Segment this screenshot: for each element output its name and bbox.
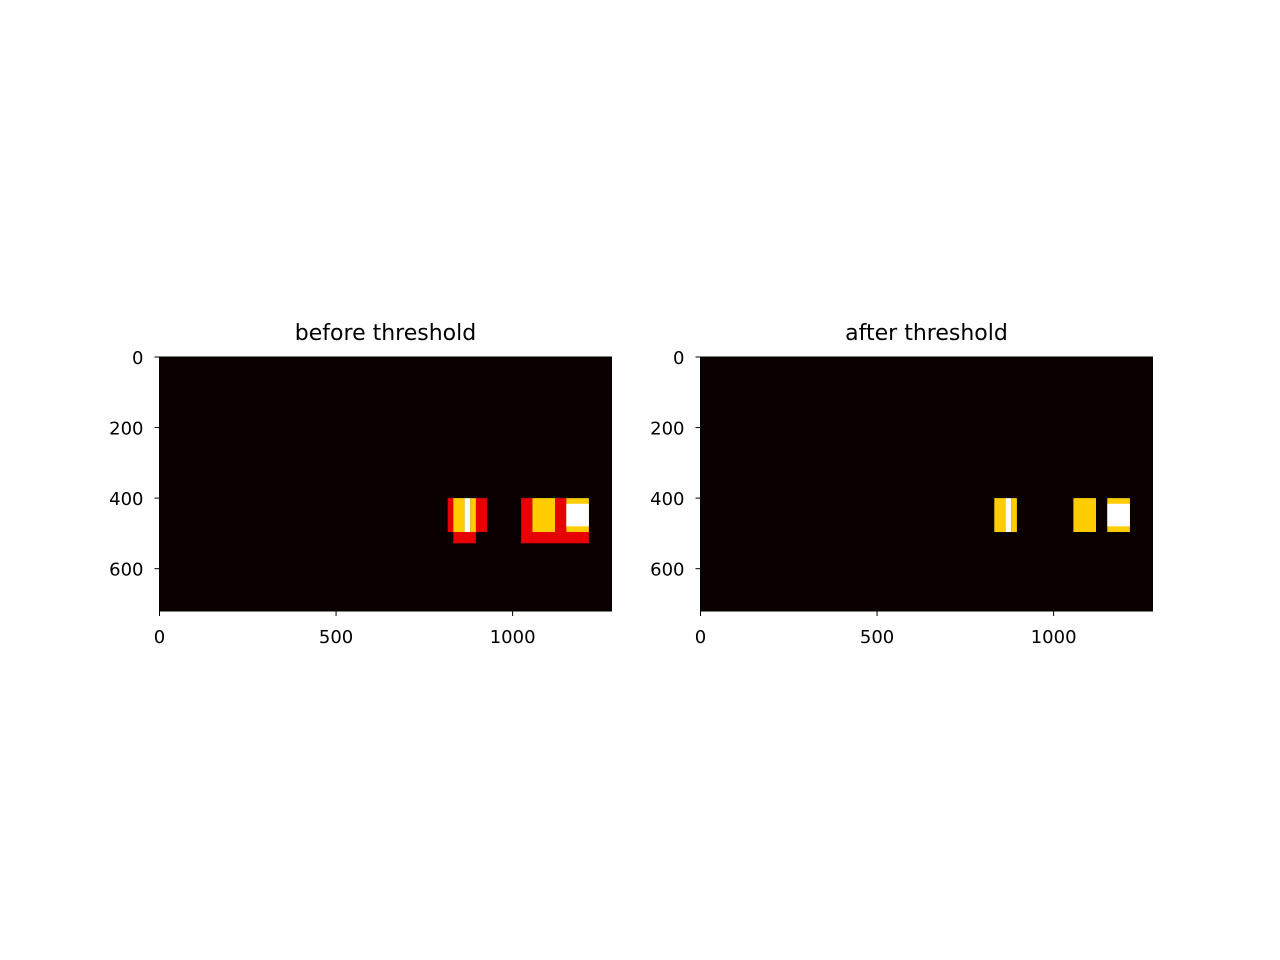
panel-before-threshold: 0 500 1000 0 200 400 600 before threshold bbox=[109, 321, 612, 648]
chart-title: after threshold bbox=[845, 321, 1008, 346]
heat-cell-mid bbox=[1073, 498, 1096, 532]
heat-cell-mid bbox=[470, 498, 476, 532]
y-tick-label: 200 bbox=[650, 419, 684, 440]
heat-cell-low bbox=[555, 498, 567, 532]
heat-cell-high bbox=[1005, 498, 1012, 532]
y-tick-label: 0 bbox=[132, 348, 143, 369]
y-tick-label: 0 bbox=[673, 348, 684, 369]
y-tick-label: 200 bbox=[109, 419, 143, 440]
image-background bbox=[159, 357, 612, 611]
y-tick-label: 600 bbox=[109, 560, 143, 581]
x-tick-label: 0 bbox=[154, 627, 165, 648]
chart-title: before threshold bbox=[295, 321, 476, 346]
x-tick-label: 1000 bbox=[1031, 627, 1077, 648]
x-tick-label: 1000 bbox=[490, 627, 536, 648]
heat-cell-high bbox=[1107, 503, 1130, 527]
x-tick-label: 0 bbox=[695, 627, 706, 648]
axes-frame bbox=[700, 356, 1153, 612]
heat-cell-mid bbox=[532, 498, 555, 532]
heat-cell-low bbox=[475, 498, 488, 532]
heat-cell-mid bbox=[994, 498, 1006, 532]
heat-cell-high bbox=[464, 498, 471, 532]
image-background bbox=[700, 357, 1153, 611]
x-tick-label: 500 bbox=[319, 627, 353, 648]
axes-frame bbox=[159, 356, 612, 612]
y-tick-label: 400 bbox=[650, 489, 684, 510]
y-tick-label: 400 bbox=[109, 489, 143, 510]
heat-cell-low bbox=[453, 531, 476, 544]
y-tick-label: 600 bbox=[650, 560, 684, 581]
heat-cell-mid bbox=[1011, 498, 1017, 532]
panel-after-threshold: 0 500 1000 0 200 400 600 after threshold bbox=[650, 321, 1153, 648]
x-tick-label: 500 bbox=[860, 627, 894, 648]
heat-cell-low bbox=[447, 498, 454, 532]
heat-cell-high bbox=[566, 503, 589, 527]
heat-cell-low bbox=[521, 498, 533, 544]
heat-cell-low bbox=[532, 531, 589, 544]
heat-cell-mid bbox=[453, 498, 465, 532]
